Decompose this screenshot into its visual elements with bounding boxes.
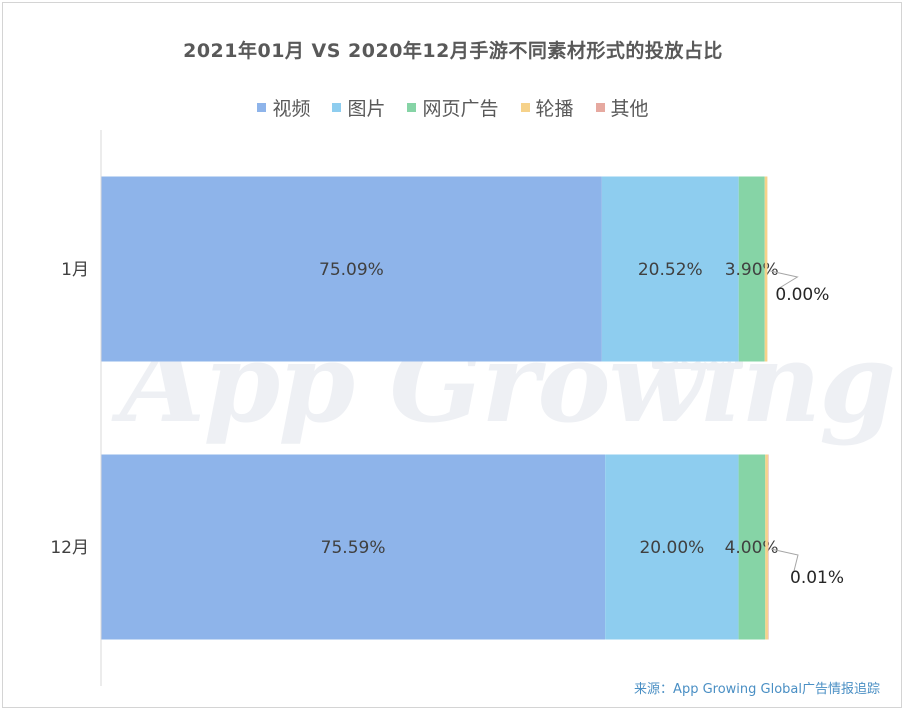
data-label: 4.00% xyxy=(725,538,779,558)
legend-swatch xyxy=(520,103,530,112)
legend-item: 视频 xyxy=(257,94,310,121)
legend: 视频 图片 网页广告 轮播 其他 xyxy=(0,94,906,121)
legend-label: 其他 xyxy=(610,98,649,120)
bar-segment xyxy=(767,454,769,640)
legend-item: 网页广告 xyxy=(407,94,499,121)
legend-item: 其他 xyxy=(595,94,649,121)
legend-label: 视频 xyxy=(272,98,311,120)
bar-segment xyxy=(764,176,768,362)
bar-segment xyxy=(101,454,606,640)
legend-swatch xyxy=(595,103,605,112)
source-note: 来源：App Growing Global广告情报追踪 xyxy=(634,682,880,697)
legend-item: 轮播 xyxy=(520,94,574,121)
bar-segment xyxy=(765,454,768,640)
data-label: 20.52% xyxy=(638,260,703,280)
data-label: 20.00% xyxy=(639,538,704,558)
data-label: 0.00% xyxy=(775,285,829,305)
legend-label: 轮播 xyxy=(535,98,574,120)
bar-segment xyxy=(738,454,766,640)
data-label: 3.90% xyxy=(725,260,779,280)
category-label: 12月 xyxy=(50,538,89,558)
bar-segment xyxy=(101,176,602,362)
legend-swatch xyxy=(257,103,267,112)
bar-segment xyxy=(738,176,765,362)
data-label: 75.59% xyxy=(321,538,386,558)
legend-item: 图片 xyxy=(332,94,385,121)
legend-swatch xyxy=(332,103,342,112)
chart-title: 2021年01月 VS 2020年12月手游不同素材形式的投放占比 xyxy=(183,40,723,62)
legend-swatch xyxy=(407,103,417,112)
legend-label: 网页广告 xyxy=(422,98,499,120)
bar-segment xyxy=(605,454,739,640)
data-label: 75.09% xyxy=(319,260,384,280)
legend-label: 图片 xyxy=(347,98,386,120)
leader-line xyxy=(770,548,799,572)
category-label: 1月 xyxy=(61,260,89,280)
leader-line xyxy=(770,270,799,289)
data-label: 0.01% xyxy=(790,568,844,588)
bar-segment xyxy=(601,176,739,362)
